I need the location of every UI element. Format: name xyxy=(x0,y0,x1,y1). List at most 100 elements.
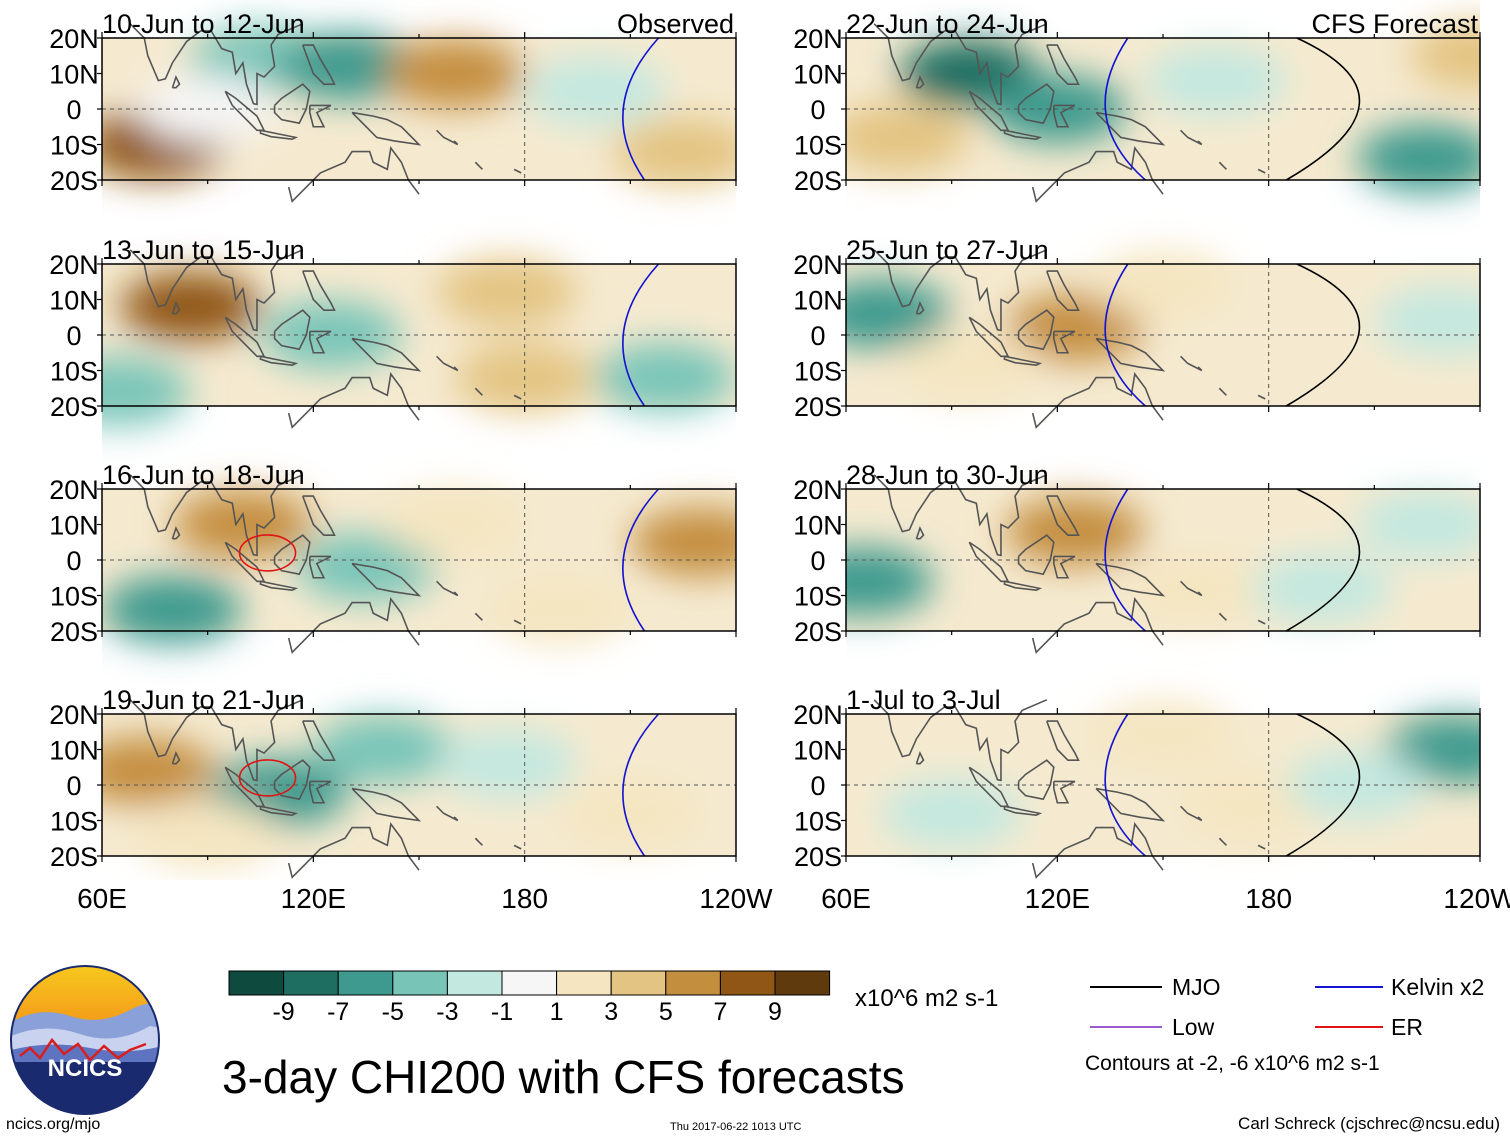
coastline xyxy=(1031,146,1164,203)
coastline xyxy=(171,525,181,540)
coastline xyxy=(915,750,925,765)
colorbar-tick-label: 3 xyxy=(604,998,619,1026)
anomaly-blob xyxy=(384,490,525,559)
legend-label-low: Low xyxy=(1172,1014,1215,1040)
coastline xyxy=(1257,394,1266,400)
coastline xyxy=(309,330,332,354)
y-tick-label: 20S xyxy=(50,166,98,196)
y-tick-label: 0 xyxy=(810,95,825,125)
colorbar-tick-label: -1 xyxy=(490,998,514,1026)
coastline xyxy=(302,495,336,536)
coastline xyxy=(1257,844,1266,850)
y-tick-label: 20N xyxy=(49,475,99,505)
coastline xyxy=(171,300,181,315)
y-tick-label: 10N xyxy=(49,511,99,541)
coastline xyxy=(915,300,925,315)
coastline xyxy=(171,750,181,765)
coastline xyxy=(259,129,299,140)
coastline xyxy=(273,83,311,125)
anomaly-blob xyxy=(560,779,701,848)
colorbar xyxy=(228,970,831,996)
coastline xyxy=(302,720,336,761)
coastline xyxy=(873,249,1048,332)
anomaly-blob xyxy=(1128,554,1269,623)
y-tick-label: 10S xyxy=(794,131,842,161)
kelvin-contour xyxy=(622,37,660,181)
coastline xyxy=(129,474,304,557)
coastline xyxy=(1017,83,1055,125)
y-tick-label: 0 xyxy=(810,771,825,801)
site-url[interactable]: ncics.org/mjo xyxy=(6,1116,101,1133)
anomaly-blob xyxy=(437,258,578,327)
coastline xyxy=(129,249,304,332)
x-tick-label: 180 xyxy=(1245,883,1292,914)
colorbar-tick-label: -7 xyxy=(327,998,350,1026)
panel-date-label: 25-Jun to 27-Jun xyxy=(846,235,1049,265)
coastline xyxy=(273,534,311,576)
colorbar-swatch xyxy=(392,970,448,996)
coastline xyxy=(436,580,459,597)
coastline xyxy=(1017,759,1055,801)
coastline xyxy=(351,787,422,822)
x-tick-label: 60E xyxy=(77,883,127,914)
legend-line-er xyxy=(1315,1026,1383,1028)
anomaly-blob xyxy=(1357,124,1480,193)
colorbar-swatch xyxy=(556,970,612,996)
y-tick-label: 20S xyxy=(794,617,842,647)
y-tick-label: 10S xyxy=(50,807,98,837)
y-tick-label: 10N xyxy=(49,286,99,316)
y-tick-label: 20S xyxy=(50,392,98,422)
coastline xyxy=(1031,372,1164,429)
coastline xyxy=(309,780,332,804)
coastline xyxy=(1095,337,1166,372)
anomaly-blob xyxy=(384,39,525,108)
colorbar-swatch xyxy=(446,970,503,996)
y-tick-label: 20N xyxy=(793,475,843,505)
y-tick-label: 20N xyxy=(793,250,843,280)
colorbar-swatch xyxy=(501,970,558,996)
y-tick-label: 10S xyxy=(50,357,98,387)
panel: 20N 10N 0 10S 20S 22-Jun to 24-Jun CFS Forecas… xyxy=(793,9,1481,203)
coastline xyxy=(259,580,299,591)
coastline xyxy=(287,146,420,203)
anomaly-blob xyxy=(1181,772,1322,841)
coastline xyxy=(1180,805,1203,822)
anomaly-blob xyxy=(1357,490,1480,559)
anomaly-blob xyxy=(296,533,437,602)
column-header: Observed xyxy=(617,9,734,39)
coastline xyxy=(273,309,311,351)
coastline xyxy=(287,372,420,429)
anomaly-blob xyxy=(881,779,1022,848)
x-tick-label: 180 xyxy=(501,883,548,914)
y-tick-label: 10S xyxy=(50,131,98,161)
panel: 20N 10N 0 10S 20S 28-Jun to 30-Jun xyxy=(793,460,1481,654)
coastline xyxy=(873,699,1048,782)
y-tick-label: 20N xyxy=(793,24,843,54)
coastline xyxy=(1095,562,1166,597)
anomaly-blob xyxy=(846,547,934,616)
coastline xyxy=(259,355,299,366)
colorbar-units: x10^6 m2 s-1 xyxy=(855,985,999,1012)
anomaly-blob xyxy=(595,343,736,412)
coastline xyxy=(302,44,336,85)
coastline xyxy=(1218,612,1227,621)
anomaly-blob xyxy=(1251,554,1392,623)
anomaly-blob xyxy=(137,800,278,869)
coastline xyxy=(1031,597,1164,654)
kelvin-contour xyxy=(1104,263,1146,407)
coastline xyxy=(436,129,459,146)
x-tick-label: 60E xyxy=(821,883,871,914)
y-tick-label: 0 xyxy=(66,95,81,125)
coastline xyxy=(1017,309,1055,351)
anomaly-blob xyxy=(102,736,215,805)
colorbar-swatch xyxy=(774,970,831,996)
y-tick-label: 10N xyxy=(49,60,99,90)
coastline xyxy=(351,337,422,372)
y-tick-label: 10S xyxy=(794,582,842,612)
coastline xyxy=(513,168,522,174)
coastline xyxy=(287,822,420,879)
coastline xyxy=(1031,822,1164,879)
y-tick-label: 0 xyxy=(810,546,825,576)
anomaly-blob xyxy=(313,715,454,784)
author-credit: Carl Schreck (cjschrec@ncsu.edu) xyxy=(1238,1114,1500,1133)
